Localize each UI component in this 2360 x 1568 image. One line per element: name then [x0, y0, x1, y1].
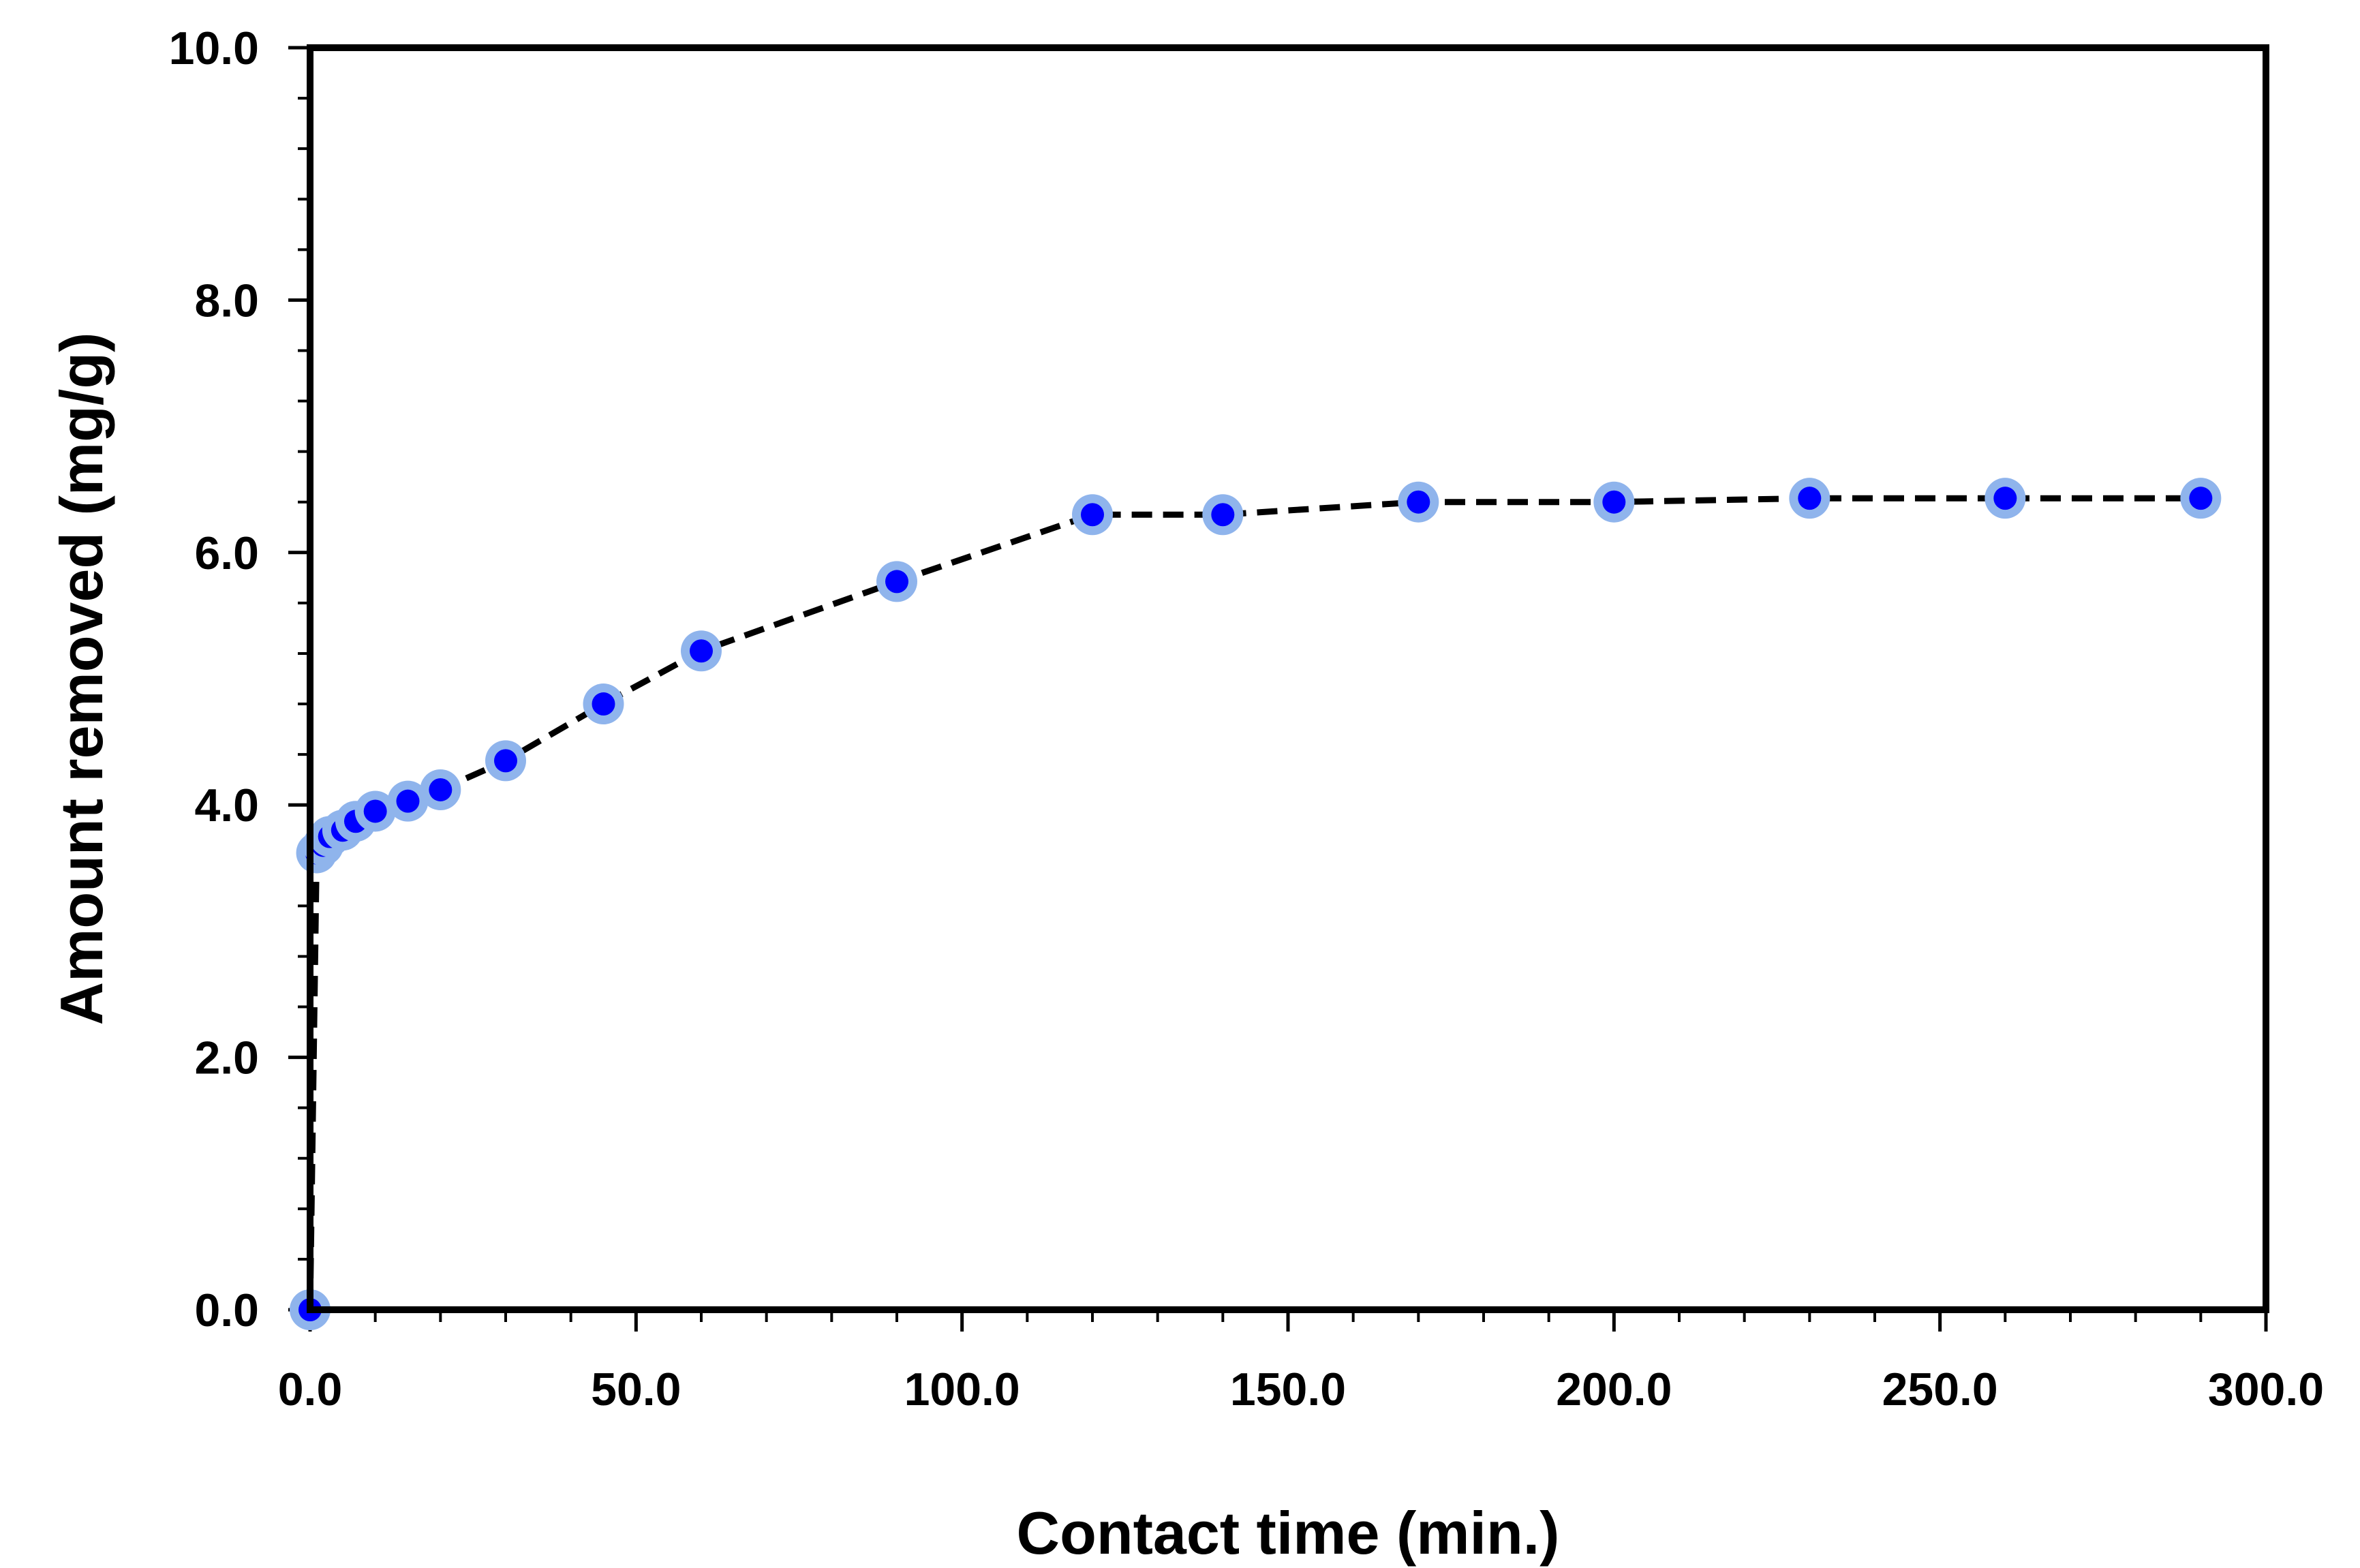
y-tick-label: 10.0: [169, 22, 259, 74]
data-point-marker: [396, 789, 420, 813]
data-point-marker: [363, 799, 387, 823]
data-point-marker: [494, 749, 517, 773]
x-tick-label: 200.0: [1556, 1364, 1672, 1415]
data-point-marker: [1602, 490, 1626, 514]
y-tick-label: 0.0: [194, 1285, 259, 1336]
x-tick-label: 250.0: [1882, 1364, 1998, 1415]
y-tick-label: 6.0: [194, 527, 259, 579]
data-point-marker: [592, 692, 615, 716]
data-point-marker: [1081, 503, 1104, 527]
data-point: [1789, 478, 1830, 519]
data-point: [387, 780, 429, 822]
plot-frame: [307, 44, 2269, 1313]
y-tick-label: 2.0: [194, 1032, 259, 1084]
data-point: [1398, 481, 1439, 523]
y-tick-label: 4.0: [194, 780, 259, 831]
x-tick-label: 300.0: [2208, 1364, 2324, 1415]
data-point: [583, 683, 624, 725]
data-point-marker: [1211, 503, 1235, 527]
series-layer: [290, 478, 2222, 1330]
x-tick-label: 0.0: [278, 1364, 343, 1415]
x-tick-label: 100.0: [904, 1364, 1020, 1415]
data-point-marker: [2189, 487, 2213, 510]
data-point: [876, 561, 917, 602]
data-point-marker: [429, 778, 453, 801]
data-point: [354, 790, 396, 832]
x-tick-label: 50.0: [591, 1364, 681, 1415]
data-point: [485, 740, 526, 782]
data-point: [681, 630, 722, 672]
series-line: [307, 495, 2201, 1310]
data-point-marker: [1993, 487, 2017, 510]
y-axis-title: Amount removed (mg/g): [48, 333, 115, 1026]
x-axis-title: Contact time (min.): [1017, 1499, 1560, 1567]
data-point: [1593, 481, 1635, 523]
data-point: [1984, 478, 2026, 519]
data-point: [1202, 494, 1244, 536]
x-tick-label: 150.0: [1230, 1364, 1346, 1415]
major-ticks: [288, 46, 2268, 1332]
data-point-marker: [690, 639, 713, 663]
y-tick-label: 8.0: [194, 275, 259, 326]
data-point-marker: [1798, 487, 1822, 510]
minor-ticks: [298, 97, 2203, 1322]
data-point-marker: [1407, 490, 1430, 514]
data-point: [420, 769, 461, 810]
data-point-marker: [885, 570, 908, 594]
data-point: [1072, 494, 1113, 536]
tick-labels: 0.0 50.0 100.0 150.0 200.0 250.0 300.0 0.0 2.0 4.…: [169, 22, 2324, 1415]
data-point: [2180, 478, 2222, 519]
